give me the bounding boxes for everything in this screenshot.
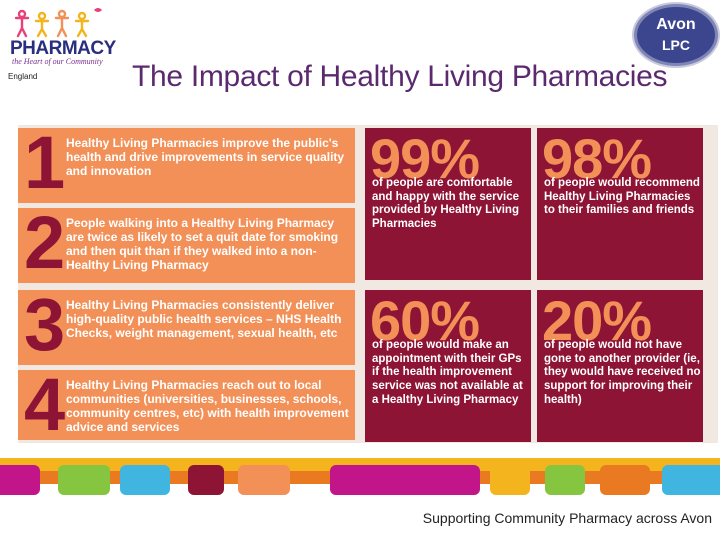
color-swatch [120,465,170,495]
color-swatch [58,465,110,495]
page-title: The Impact of Healthy Living Pharmacies [132,56,712,92]
people-figures-icon [14,8,102,38]
logo-wordmark: PHARMACY [10,38,116,59]
stat-percent: 60% [370,289,480,352]
stat-99: 99% of people are comfortable and happy … [365,127,531,280]
point-2: 2 People walking into a Healthy Living P… [18,201,355,284]
color-swatch [188,465,224,495]
point-3: 3 Healthy Living Pharmacies consistently… [18,283,355,366]
point-number: 4 [24,363,66,446]
logo-tagline: the Heart of our Community [12,57,103,66]
point-text: Healthy Living Pharmacies improve the pu… [66,136,345,178]
page-title-text: The Impact of Healthy Living Pharmacies [132,60,668,92]
stat-60: 60% of people would make an appointment … [365,289,531,442]
stat-percent: 98% [542,127,652,190]
color-swatch [238,465,290,495]
color-swatch [600,465,650,495]
pharmacy-logo: PHARMACY the Heart of our Community Engl… [6,4,116,81]
point-number: 3 [24,283,66,366]
color-swatch [662,465,720,495]
stat-description: of people would make an appointment with… [372,339,523,406]
badge-line-1: Avon [656,16,696,33]
point-number: 2 [24,201,66,284]
point-text: People walking into a Healthy Living Pha… [66,216,339,272]
point-number: 1 [24,121,66,204]
footer-text: Supporting Community Pharmacy across Avo… [422,510,712,526]
point-text: Healthy Living Pharmacies consistently d… [66,298,342,340]
stat-98: 98% of people would recommend Healthy Li… [537,127,703,280]
point-text: Healthy Living Pharmacies reach out to l… [66,378,349,434]
infographic-panel: 1 Healthy Living Pharmacies improve the … [18,121,718,446]
avon-lpc-badge: Avon LPC [634,4,718,66]
stat-description: of people would not have gone to another… [544,339,701,406]
stat-percent: 20% [542,289,652,352]
color-swatch [545,465,585,495]
point-4: 4 Healthy Living Pharmacies reach out to… [18,363,355,446]
badge-line-2: LPC [662,37,690,53]
color-swatch-row [0,465,720,495]
stat-percent: 99% [370,127,480,190]
color-swatch [0,465,40,495]
numbered-points: 1 Healthy Living Pharmacies improve the … [18,121,358,446]
stat-20: 20% of people would not have gone to ano… [537,289,703,442]
stat-description: of people would recommend Healthy Living… [544,177,700,217]
point-1: 1 Healthy Living Pharmacies improve the … [18,121,355,204]
stat-description: of people are comfortable and happy with… [372,177,519,231]
logo-subtext: England [8,72,38,81]
color-swatch [330,465,480,495]
color-swatch [490,465,530,495]
decorative-stripe [0,458,720,471]
